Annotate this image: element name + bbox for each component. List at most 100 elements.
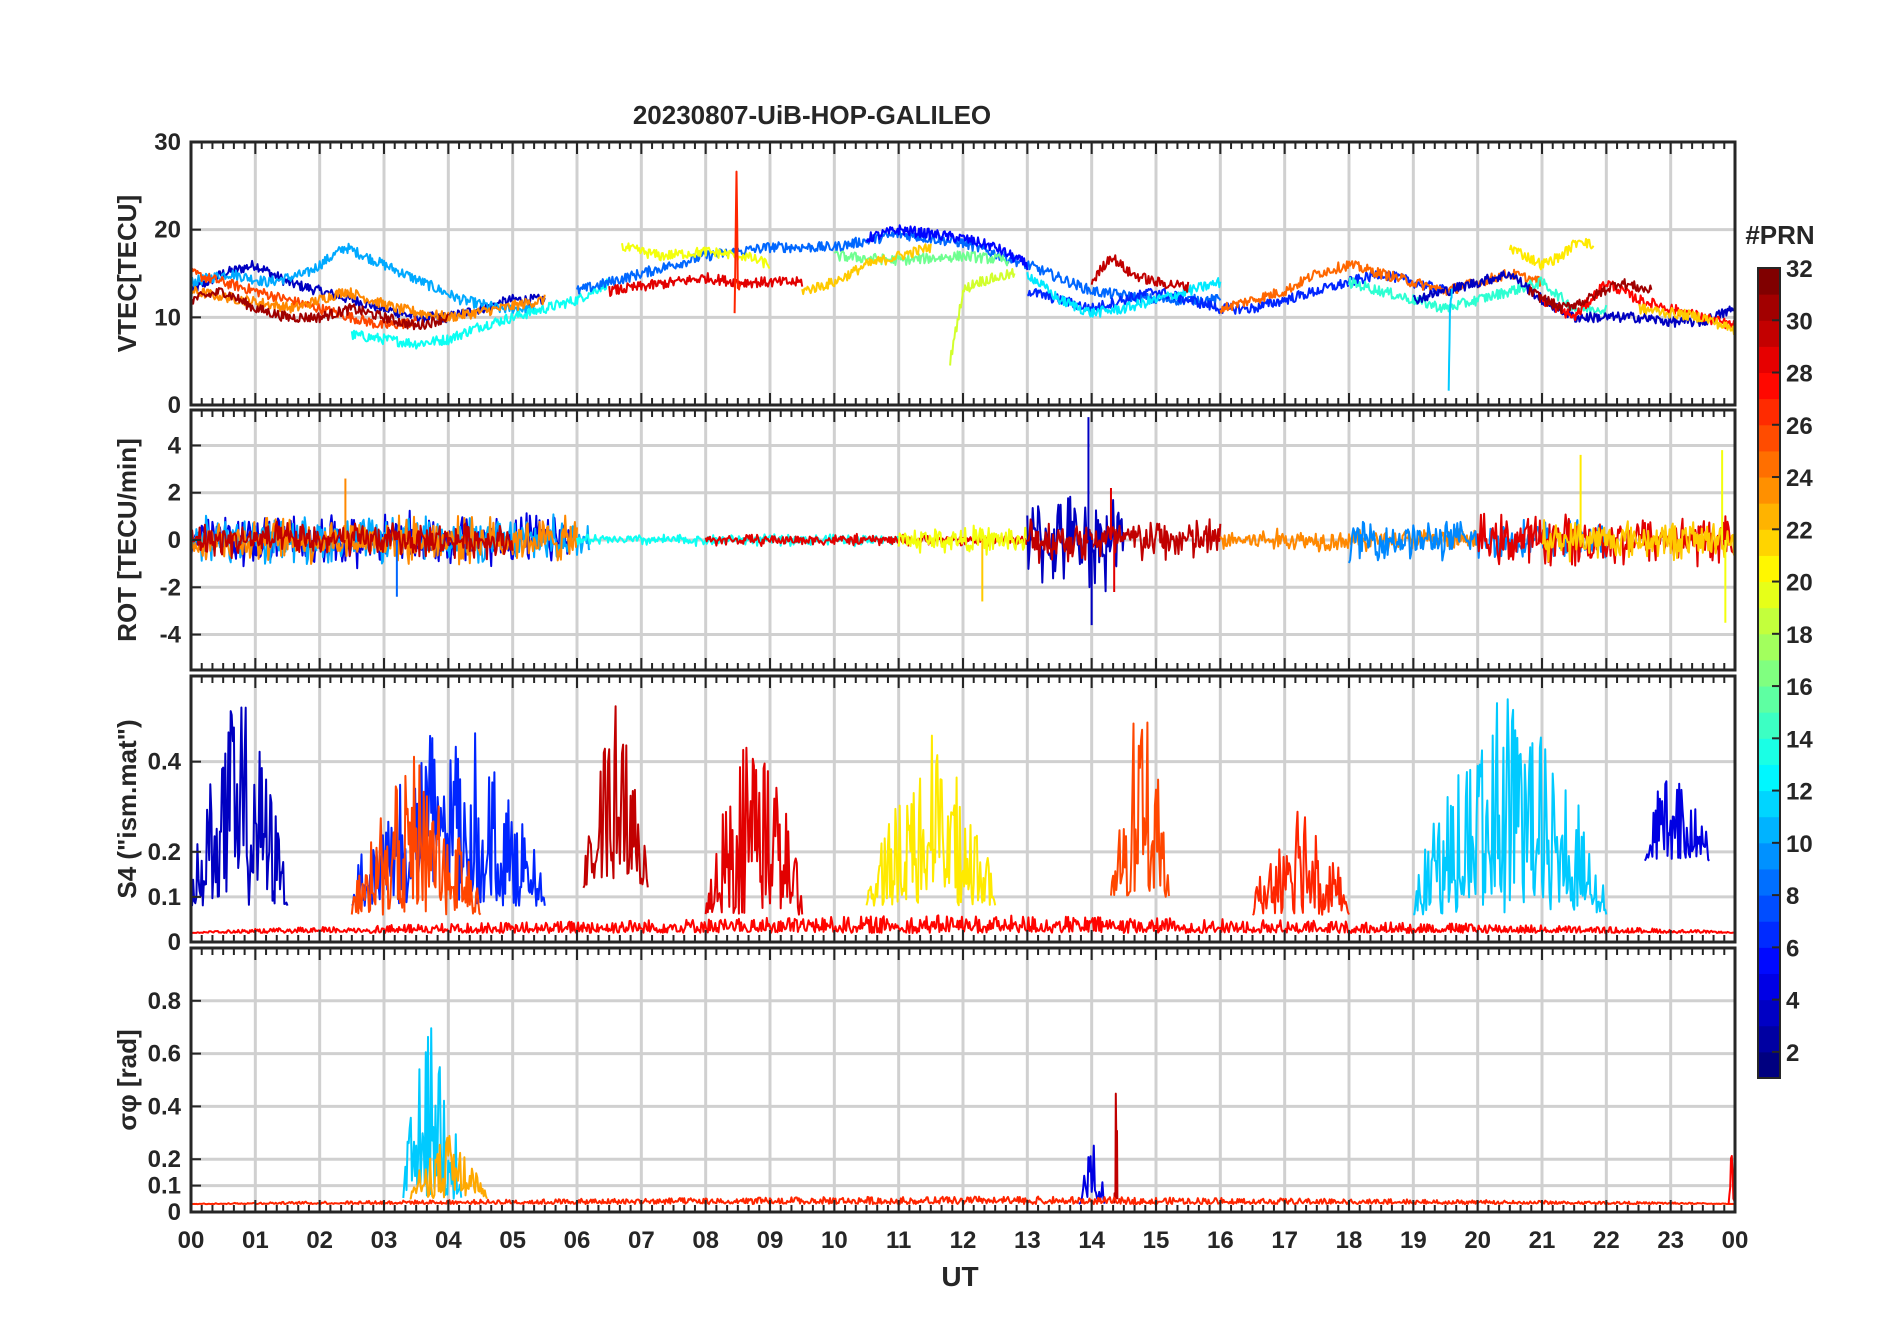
y-tick-label: 0.6: [148, 1041, 181, 1068]
series-prn-22: [1638, 303, 1735, 336]
panel-sigma: 00.10.2 0.4 0.6 0.8σφ [rad] 00 01 02 03 04 05 06 07…: [112, 946, 1749, 1254]
colorbar-tick-label: 4: [1786, 988, 1800, 1015]
x-tick-label: 08: [692, 1227, 719, 1254]
y-tick-label: 0: [168, 1199, 181, 1226]
colorbar-segment: [1758, 424, 1780, 452]
colorbar-segment: [1758, 633, 1780, 661]
x-tick-label: 15: [1143, 1227, 1170, 1254]
colorbar-segment: [1758, 294, 1780, 321]
y-tick-label: -2: [160, 574, 181, 601]
colorbar-tick-label: 18: [1786, 622, 1813, 649]
x-tick-label: 19: [1400, 1227, 1427, 1254]
colorbar-segment: [1758, 529, 1780, 556]
colorbar-segment: [1758, 868, 1780, 896]
colorbar-segment: [1758, 790, 1780, 818]
series-prn-3: [1026, 495, 1125, 593]
colorbar-segment: [1758, 973, 1780, 1001]
x-tick-label: 17: [1271, 1227, 1298, 1254]
series-prn-4: [1643, 780, 1710, 862]
x-tick-label: 10: [821, 1227, 848, 1254]
x-tick-label: 16: [1207, 1227, 1234, 1254]
colorbar-segment: [1758, 895, 1780, 922]
colorbar-segment: [1758, 659, 1780, 687]
x-tick-label: 00: [1722, 1227, 1749, 1254]
series-prn-26: [1110, 721, 1170, 898]
x-tick-label: 01: [242, 1227, 269, 1254]
y-tick-label: -4: [160, 622, 182, 649]
series-prn-29: [608, 272, 804, 297]
colorbar-segment: [1758, 764, 1780, 792]
colorbar-tick-label: 8: [1786, 883, 1799, 910]
x-tick-label: 00: [178, 1227, 205, 1254]
series-prn-27: [1251, 810, 1350, 916]
colorbar-segment: [1758, 686, 1780, 713]
x-tick-label: 13: [1014, 1227, 1041, 1254]
y-tick-label: 0.1: [148, 1173, 181, 1200]
x-tick-label: 11: [886, 1227, 911, 1254]
colorbar-tick-label: 24: [1786, 465, 1813, 492]
colorbar-segment: [1758, 1051, 1780, 1079]
y-tick-label: 0.4: [148, 749, 182, 776]
colorbar-segment: [1758, 581, 1780, 609]
y-axis-label-rot: ROT [TECU/min]: [112, 438, 142, 642]
colorbar-tick-label: 14: [1786, 726, 1813, 753]
y-tick-label: 0: [168, 929, 181, 956]
series-prn-11: [1447, 288, 1453, 391]
y-tick-label: 0: [168, 392, 181, 419]
colorbar-label: #PRN: [1745, 220, 1814, 250]
colorbar-segment: [1758, 450, 1780, 478]
series-prn-20: [621, 242, 771, 269]
series-prn-19: [949, 268, 1016, 366]
colorbar-tick-label: 6: [1786, 935, 1799, 962]
series-prn-23: [409, 1134, 488, 1200]
y-tick-label: 2: [168, 480, 181, 507]
x-tick-label: 14: [1078, 1227, 1105, 1254]
y-tick-label: 20: [154, 217, 181, 244]
colorbar-tick-label: 20: [1786, 570, 1813, 597]
series-prn-26: [350, 755, 482, 916]
y-tick-label: 0.8: [148, 988, 181, 1015]
colorbar-segment: [1758, 346, 1780, 374]
x-tick-label: 22: [1593, 1227, 1620, 1254]
colorbar-tick-label: 32: [1786, 256, 1813, 283]
colorbar-segment: [1758, 947, 1780, 974]
series-prn-11: [1412, 698, 1608, 916]
colorbar-tick-label: 2: [1786, 1040, 1799, 1067]
colorbar-segment: [1758, 842, 1780, 870]
colorbar-tick-label: 12: [1786, 779, 1813, 806]
series-prn-16: [833, 250, 1009, 267]
series-prn-11: [402, 1027, 463, 1200]
series-prn-5: [865, 224, 1029, 271]
colorbar-segment: [1758, 555, 1780, 583]
colorbar-segment: [1758, 503, 1780, 530]
x-axis-label: UT: [941, 1261, 978, 1292]
colorbar-segment: [1758, 372, 1780, 400]
x-tick-label: 07: [628, 1227, 655, 1254]
x-tick-label: 09: [757, 1227, 784, 1254]
series-prn-29: [704, 746, 804, 916]
series-prn-30: [1026, 518, 1222, 564]
x-tick-label: 12: [950, 1227, 977, 1254]
y-axis-label-s4: S4 ("ism.mat"): [112, 719, 142, 898]
y-tick-label: 30: [154, 129, 181, 156]
colorbar-tick-label: 10: [1786, 831, 1813, 858]
colorbar-segment: [1758, 268, 1780, 295]
x-tick-label: 05: [499, 1227, 526, 1254]
x-tick-label: 20: [1464, 1227, 1491, 1254]
series-prn-13: [350, 278, 611, 350]
colorbar-segment: [1758, 1025, 1780, 1053]
panel-rot: -4 -2 0 2 4 ROT [TECU/min]: [112, 408, 1737, 672]
colorbar-tick-label: 26: [1786, 413, 1813, 440]
y-tick-label: 4: [168, 432, 182, 459]
colorbar-tick-label: 16: [1786, 674, 1813, 701]
y-tick-label: 0.1: [148, 884, 181, 911]
panel-s4: 0 0.1 0.2 0.4S4 ("ism.mat"): [112, 674, 1737, 956]
colorbar-segment: [1758, 712, 1780, 739]
colorbar-segment: [1758, 320, 1780, 347]
y-tick-label: 0.2: [148, 839, 181, 866]
colorbar-segment: [1758, 477, 1780, 504]
series-group: [191, 170, 1735, 391]
x-tick-label: 23: [1657, 1227, 1684, 1254]
colorbar-tick-label: 30: [1786, 308, 1813, 335]
